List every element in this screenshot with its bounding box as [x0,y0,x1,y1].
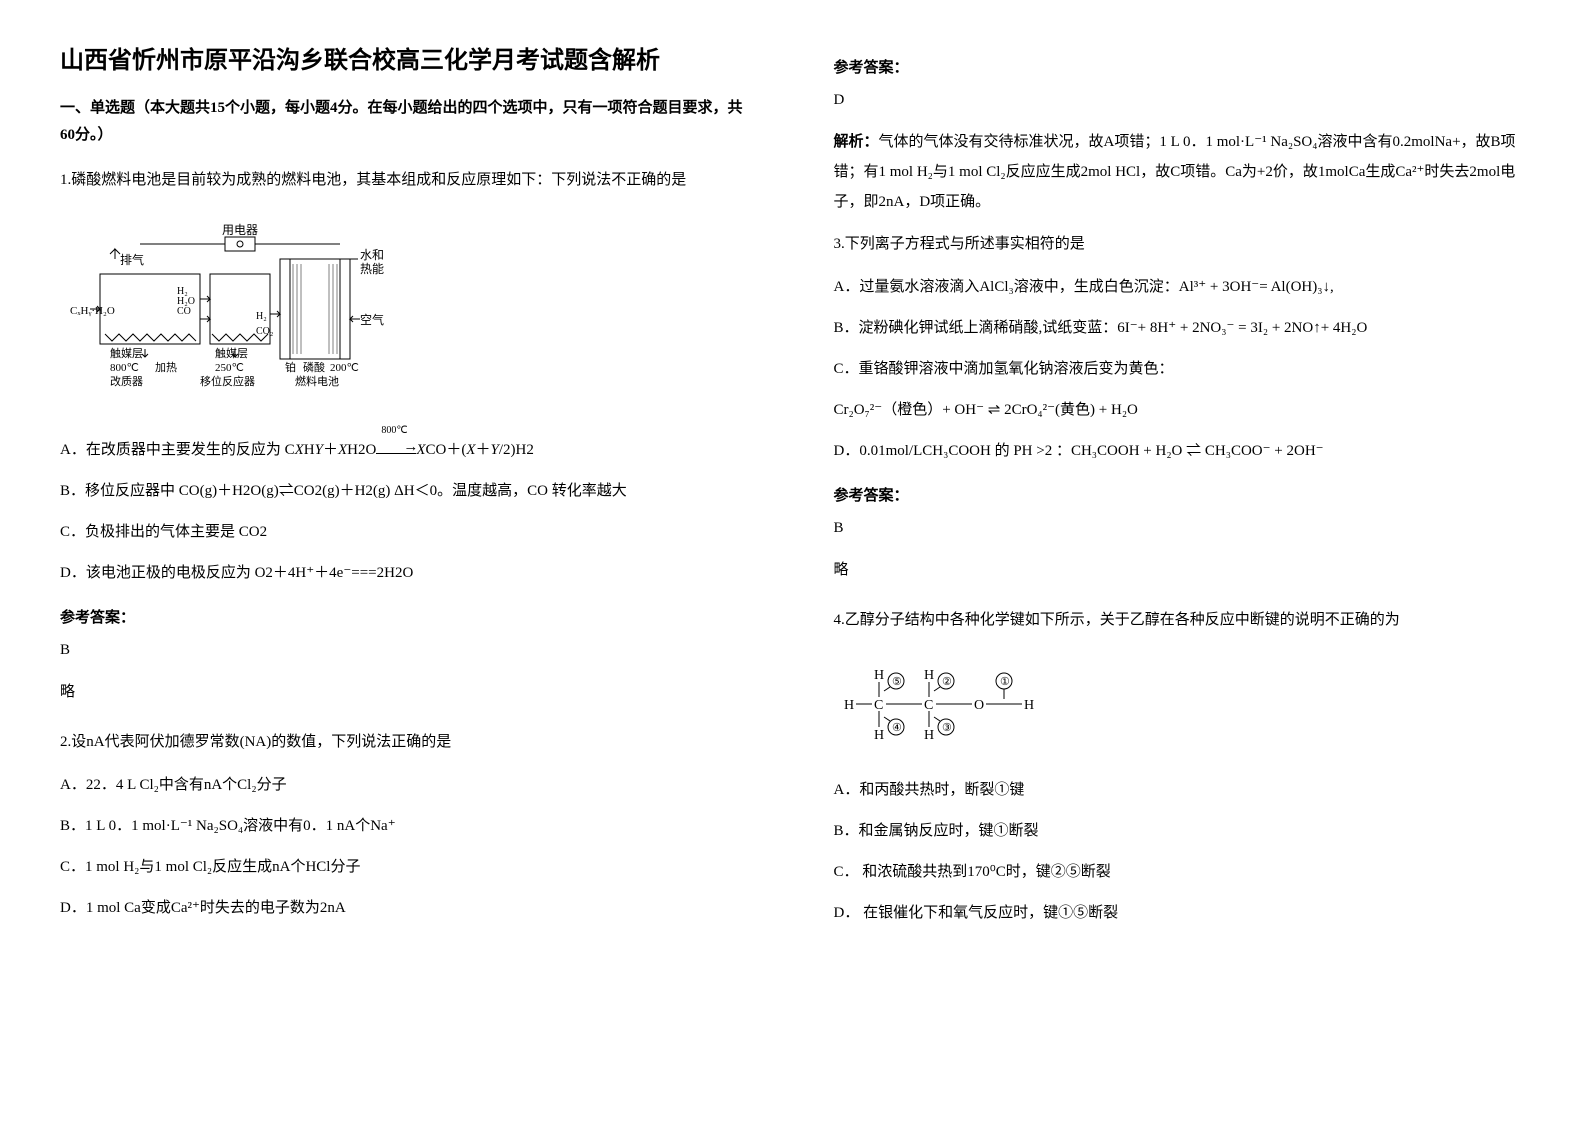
q3-option-c: C．重铬酸钾溶液中滴加氢氧化钠溶液后变为黄色： [834,353,1528,386]
arrow-3 [934,717,940,721]
page-container: 山西省忻州市原平沿沟乡联合校高三化学月考试题含解析 一、单选题（本大题共15个小… [60,40,1527,950]
label-top: 用电器 [222,223,258,237]
q4-option-c: C． 和浓硫酸共热到170⁰C时，键②⑤断裂 [834,856,1528,889]
q4-diagram: H H H C H H C O H [834,659,1074,754]
q2-option-a: A．22．4 L Cl₂中含有nA个Cl₂分子 [60,769,754,802]
q1-explain: 略 [60,677,754,707]
atom-h1: H [874,668,884,683]
label-reformer: 改质器 [110,374,143,388]
atom-c2: C [924,698,933,713]
arrow-2 [934,687,940,691]
label-5: ⑤ [892,676,902,688]
arrow-mid1 [200,296,210,302]
arrow-mid2 [200,316,210,322]
q2-option-c: C．1 mol H₂与1 mol Cl₂反应生成nA个HCl分子 [60,851,754,884]
q3-answer: B [834,513,1528,543]
label-2: ② [942,676,952,688]
q2-explain: 解析：气体的气体没有交待标准状况，故A项错；1 L 0．1 mol·L⁻¹ Na… [834,127,1528,217]
atom-h6: H [1024,698,1034,713]
section-header: 一、单选题（本大题共15个小题，每小题4分。在每小题给出的四个选项中，只有一项符… [60,95,754,149]
q1-diagram: 用电器 排气 水和 热能 CₓHᵧ·H₂O [60,219,420,414]
label-co2-2: CO₂ [256,326,273,337]
q2-stem: 2.设nA代表阿伏加德罗常数(NA)的数值，下列说法正确的是 [60,727,754,757]
label-shift: 移位反应器 [200,374,255,388]
atom-c1: C [874,698,883,713]
label-1: ① [1000,676,1010,688]
q3-option-a: A．过量氨水溶液滴入AlCl₃溶液中，生成白色沉淀：Al³⁺ + 3OH⁻= A… [834,271,1528,304]
arrow-5 [884,687,890,691]
label-cat1: 触媒层 [110,346,143,360]
q1-option-b: B．移位反应器中 CO(g)＋H2O(g)⇌CO2(g)＋H2(g) ΔH＜0。… [60,475,754,508]
q2-explain-text: 气体的气体没有交待标准状况，故A项错；1 L 0．1 mol·L⁻¹ Na₂SO… [834,134,1516,210]
q4-option-d: D． 在银催化下和氧气反应时，键①⑤断裂 [834,897,1528,930]
question-3: 3.下列离子方程式与所述事实相符的是 A．过量氨水溶液滴入AlCl₃溶液中，生成… [834,229,1528,585]
question-4: 4.乙醇分子结构中各种化学键如下所示，关于乙醇在各种反应中断键的说明不正确的为 … [834,605,1528,930]
label-exhaust: 排气 [120,252,144,267]
q4-option-b: B．和金属钠反应时，键①断裂 [834,815,1528,848]
q1-option-d: D．该电池正极的电极反应为 O2＋4H⁺＋4e⁻===2H2O [60,557,754,590]
question-1: 1.磷酸燃料电池是目前较为成熟的燃料电池，其基本组成和反应原理如下：下列说法不正… [60,165,754,707]
q1-stem: 1.磷酸燃料电池是目前较为成熟的燃料电池，其基本组成和反应原理如下：下列说法不正… [60,165,754,195]
cell-hatch1 [293,264,301,354]
q2-answer-label: 参考答案： [834,56,1528,77]
label-heat: 加热 [155,361,177,374]
hatch1 [105,334,196,341]
q3-option-d: D．0.01mol/LCH₃COOH 的 PH >2 ：CH₃COOH + H₂… [834,435,1528,468]
q2-option-b: B．1 L 0．1 mol·L⁻¹ Na₂SO₄溶液中有0．1 nA个Na⁺ [60,810,754,843]
q3-option-c-eq: Cr₂O₇²⁻（橙色）+ OH⁻ ⇌ 2CrO₄²⁻(黄色) + H₂O [834,394,1528,427]
q1-answer-label: 参考答案： [60,606,754,627]
device-circle [237,241,243,247]
label-pt: 铂 [285,360,296,374]
label-co-1: CO [177,306,191,317]
question-2: 2.设nA代表阿伏加德罗常数(NA)的数值，下列说法正确的是 A．22．4 L … [60,727,754,925]
label-200c: 200℃ [330,362,359,374]
label-250c: 250℃ [215,362,244,374]
q3-option-b: B．淀粉碘化钾试纸上滴稀硝酸,试纸变蓝：6I⁻+ 8H⁺ + 2NO₃⁻ = 3… [834,312,1528,345]
q1-option-c: C．负极排出的气体主要是 CO2 [60,516,754,549]
left-column: 山西省忻州市原平沿沟乡联合校高三化学月考试题含解析 一、单选题（本大题共15个小… [60,40,754,950]
cell-hatch2 [329,264,337,354]
q2-explain-label: 解析： [834,134,879,150]
document-title: 山西省忻州市原平沿沟乡联合校高三化学月考试题含解析 [60,40,754,75]
label-h2-2: H₂ [256,311,267,322]
arrow-4 [884,717,890,721]
label-pa: 磷酸 [303,360,325,374]
label-chxhy: CₓHᵧ·H₂O [70,305,115,317]
label-800c: 800℃ [110,362,139,374]
q2-option-d: D．1 mol Ca变成Ca²⁺时失去的电子数为2nA [60,892,754,925]
label-water-heat: 水和 [360,248,384,262]
q4-stem: 4.乙醇分子结构中各种化学键如下所示，关于乙醇在各种反应中断键的说明不正确的为 [834,605,1528,635]
right-column: 参考答案： D 解析：气体的气体没有交待标准状况，故A项错；1 L 0．1 mo… [834,40,1528,950]
q3-stem: 3.下列离子方程式与所述事实相符的是 [834,229,1528,259]
atom-h5: H [924,728,934,743]
atom-h3: H [844,698,854,713]
q3-explain: 略 [834,555,1528,585]
arrow-mid3 [270,311,280,317]
atom-h2: H [874,728,884,743]
q4-option-a: A．和丙酸共热时，断裂①键 [834,774,1528,807]
q1-option-a: A．在改质器中主要发生的反应为 CXHY＋XH2O800℃→XCO＋(X＋Y/2… [60,434,754,467]
label-air: 空气 [360,312,384,327]
label-heat2: 热能 [360,262,384,276]
q1-answer: B [60,635,754,665]
q3-answer-label: 参考答案： [834,484,1528,505]
label-3: ③ [942,722,952,734]
exhaust-arrow [110,249,120,259]
q2-answer: D [834,85,1528,115]
label-h2o-1: H₂O [177,296,195,307]
atom-o: O [974,698,984,713]
atom-h4: H [924,668,934,683]
device-box [225,237,255,251]
arrow-air [350,316,360,322]
label-cell: 燃料电池 [295,374,339,388]
label-4: ④ [892,722,902,734]
label-cat2: 触媒层 [215,346,248,360]
